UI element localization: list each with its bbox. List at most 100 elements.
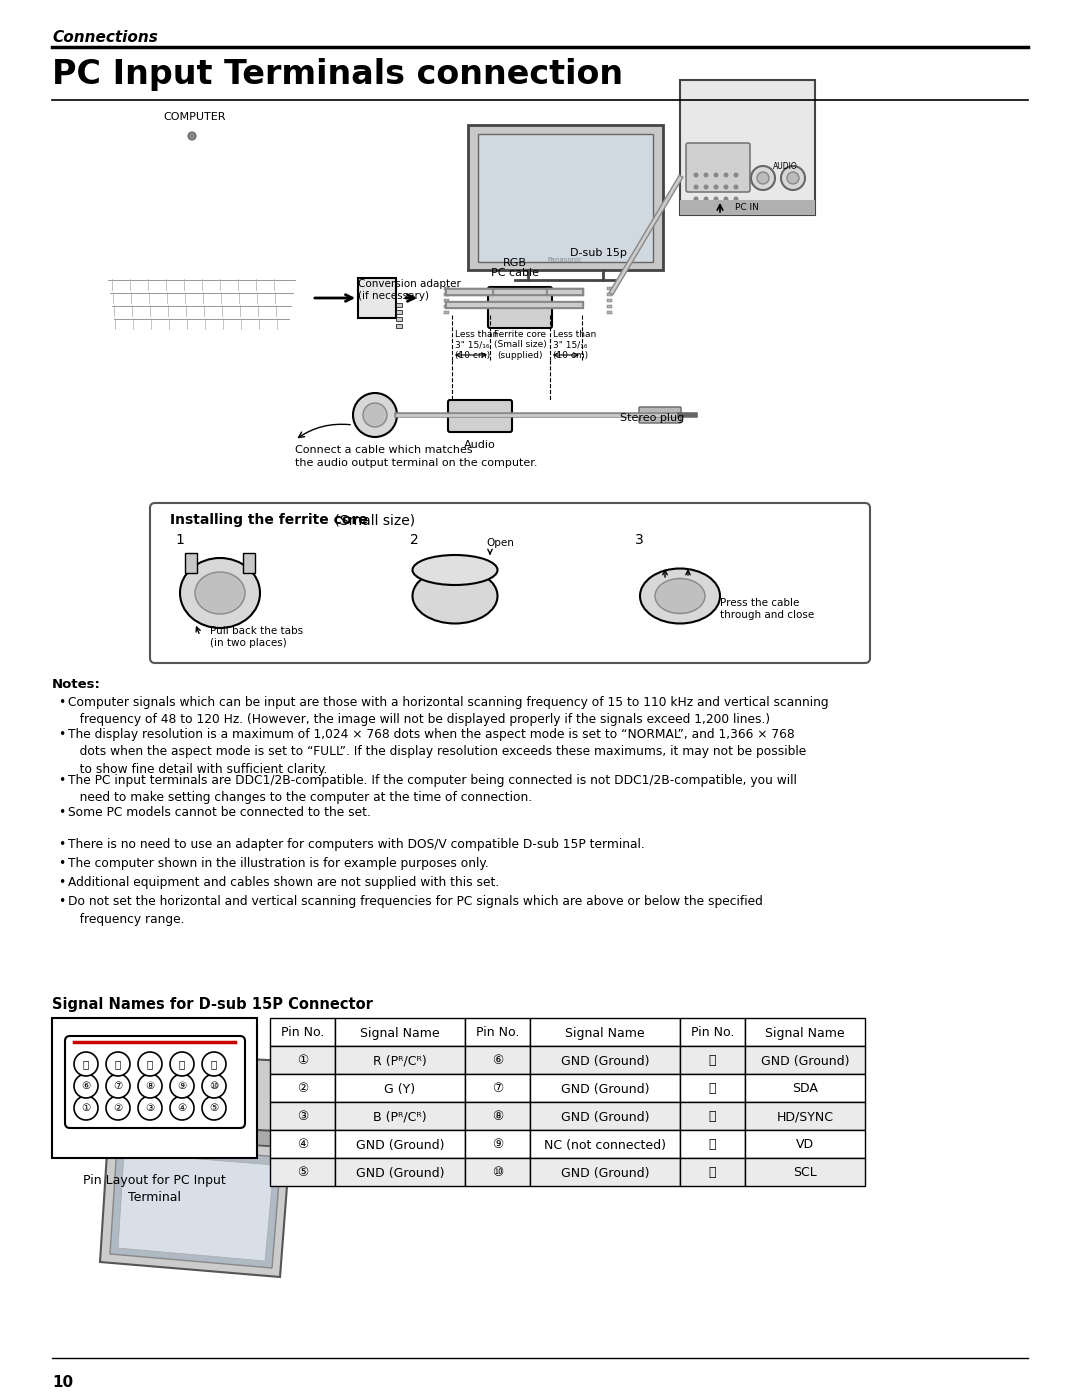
Text: •: • (58, 806, 65, 819)
FancyBboxPatch shape (448, 400, 512, 432)
Text: ⑪: ⑪ (708, 1055, 716, 1067)
Text: ⑧: ⑧ (491, 1111, 503, 1123)
Text: GND (Ground): GND (Ground) (561, 1166, 649, 1179)
Bar (465, 1046, 530, 1074)
Bar (680, 1074, 745, 1102)
Ellipse shape (640, 569, 720, 623)
Text: •: • (58, 728, 65, 740)
FancyBboxPatch shape (680, 80, 815, 215)
Text: The PC input terminals are DDC1/2B-compatible. If the computer being connected i: The PC input terminals are DDC1/2B-compa… (68, 774, 797, 805)
Circle shape (138, 1097, 162, 1120)
Text: ③: ③ (146, 1104, 154, 1113)
Bar (465, 1074, 530, 1102)
Circle shape (75, 1074, 98, 1098)
Bar (270, 1074, 335, 1102)
Text: Computer signals which can be input are those with a horizontal scanning frequen: Computer signals which can be input are … (68, 696, 828, 726)
Circle shape (170, 1074, 194, 1098)
Circle shape (757, 172, 769, 184)
Text: Ferrite core
(Small size)
(supplied): Ferrite core (Small size) (supplied) (494, 330, 546, 360)
Text: •: • (58, 774, 65, 787)
Circle shape (724, 197, 729, 201)
Text: •: • (58, 696, 65, 710)
Circle shape (693, 184, 699, 190)
Circle shape (693, 197, 699, 201)
Bar (607, 293, 612, 296)
Text: ⑫: ⑫ (708, 1083, 716, 1095)
Bar (335, 1102, 465, 1130)
Text: PC IN: PC IN (735, 204, 759, 212)
Text: R (Pᴿ/Cᴿ): R (Pᴿ/Cᴿ) (373, 1055, 427, 1067)
Text: Pull back the tabs
(in two places): Pull back the tabs (in two places) (210, 626, 303, 648)
Bar (335, 1158, 465, 1186)
Text: B (Pᴿ/Cᴿ): B (Pᴿ/Cᴿ) (374, 1111, 427, 1123)
Circle shape (733, 197, 739, 201)
Bar (270, 1130, 335, 1158)
Text: 2: 2 (410, 534, 419, 548)
Bar (444, 299, 449, 302)
Text: ②: ② (113, 1104, 123, 1113)
Text: ②: ② (297, 1083, 308, 1095)
Bar (335, 1018, 465, 1046)
Circle shape (188, 131, 195, 140)
Bar (530, 1074, 680, 1102)
Text: ④: ④ (177, 1104, 187, 1113)
Text: Some PC models cannot be connected to the set.: Some PC models cannot be connected to th… (68, 806, 370, 819)
Bar (52, 1018, 257, 1158)
Bar (680, 1046, 745, 1074)
Bar (465, 1130, 530, 1158)
Text: ⑩: ⑩ (491, 1166, 503, 1179)
Text: PC Input Terminals connection: PC Input Terminals connection (52, 59, 623, 91)
Text: •: • (58, 856, 65, 870)
Bar (396, 310, 402, 314)
Text: ⑪: ⑪ (83, 1059, 90, 1069)
Circle shape (363, 402, 387, 427)
Ellipse shape (413, 555, 498, 585)
Bar (530, 1018, 680, 1046)
Polygon shape (95, 1052, 310, 1132)
Text: Panasonic: Panasonic (548, 257, 582, 263)
Text: ⑤: ⑤ (297, 1166, 308, 1179)
Text: ③: ③ (297, 1111, 308, 1123)
Polygon shape (110, 1146, 281, 1268)
Circle shape (714, 184, 718, 190)
Bar (607, 286, 612, 291)
Circle shape (751, 166, 775, 190)
Text: There is no need to use an adapter for computers with DOS/V compatible D-sub 15P: There is no need to use an adapter for c… (68, 838, 645, 851)
Bar (396, 324, 402, 328)
Bar (745, 1130, 865, 1158)
Circle shape (703, 184, 708, 190)
Bar (270, 1158, 335, 1186)
Text: 1: 1 (175, 534, 184, 548)
Text: ⑤: ⑤ (210, 1104, 218, 1113)
Bar (680, 1018, 745, 1046)
Circle shape (714, 172, 718, 177)
Text: GND (Ground): GND (Ground) (561, 1111, 649, 1123)
Circle shape (170, 1052, 194, 1076)
Bar (465, 1018, 530, 1046)
Bar (335, 1130, 465, 1158)
Text: GND (Ground): GND (Ground) (561, 1083, 649, 1095)
Bar (680, 1130, 745, 1158)
Circle shape (106, 1052, 130, 1076)
Text: ⑮: ⑮ (211, 1059, 217, 1069)
Text: Signal Name: Signal Name (766, 1027, 845, 1039)
Circle shape (202, 1052, 226, 1076)
Text: GND (Ground): GND (Ground) (561, 1055, 649, 1067)
Bar (444, 305, 449, 307)
Circle shape (781, 166, 805, 190)
FancyBboxPatch shape (468, 124, 663, 270)
Bar (607, 305, 612, 307)
Text: RGB: RGB (503, 258, 527, 268)
Text: Press the cable
through and close: Press the cable through and close (720, 598, 814, 620)
Text: GND (Ground): GND (Ground) (760, 1055, 849, 1067)
Ellipse shape (413, 569, 498, 623)
Text: ①: ① (81, 1104, 91, 1113)
Circle shape (138, 1052, 162, 1076)
Circle shape (353, 393, 397, 437)
Bar (607, 299, 612, 302)
Polygon shape (108, 1122, 295, 1147)
Bar (745, 1018, 865, 1046)
Circle shape (693, 172, 699, 177)
Ellipse shape (180, 557, 260, 629)
Polygon shape (420, 1077, 445, 1119)
